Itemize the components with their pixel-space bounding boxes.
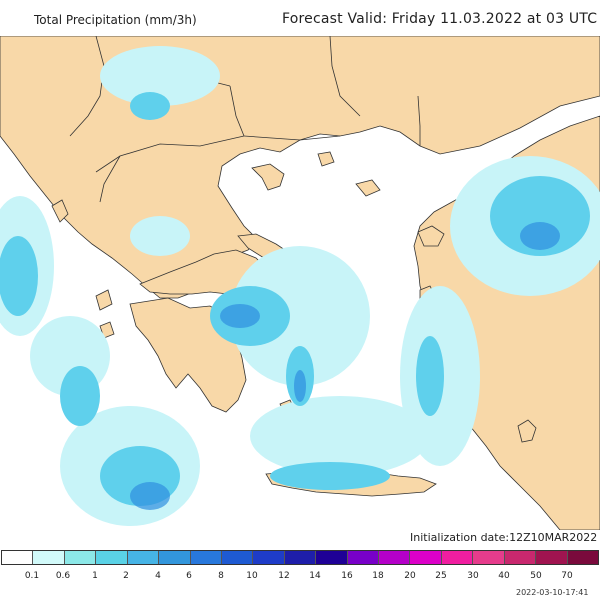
- border-line: [329, 36, 361, 117]
- precipitation-map: [0, 36, 600, 530]
- precip-area: [0, 236, 38, 316]
- legend-label: 50: [530, 571, 542, 581]
- legend-label: 8: [218, 571, 224, 581]
- legend-label: 20: [404, 571, 416, 581]
- legend-swatch: [316, 551, 348, 564]
- legend-swatch: [473, 551, 505, 564]
- legend-label: 16: [341, 571, 353, 581]
- rhodes: [517, 419, 537, 443]
- precip-area: [220, 304, 260, 328]
- legend-swatch: [127, 551, 160, 564]
- map-canvas: [0, 36, 600, 530]
- precip-area: [130, 92, 170, 120]
- precip-area: [270, 462, 390, 490]
- legend-swatch: [567, 551, 599, 564]
- legend-label: 2: [123, 571, 129, 581]
- precip-strong-layer: [130, 222, 560, 510]
- legend-labels: 0.1 0.6 1 2 4 6 8 10 12 14 16 18 20 25 3…: [0, 571, 600, 585]
- precip-area: [60, 366, 100, 426]
- legend-swatch: [96, 551, 128, 564]
- precip-area: [100, 46, 220, 106]
- legend-swatch: [504, 551, 537, 564]
- legend-swatch: [221, 551, 254, 564]
- legend-swatch: [253, 551, 285, 564]
- precip-mid-layer: [0, 92, 590, 506]
- border-line: [99, 155, 121, 203]
- lemnos: [355, 179, 381, 197]
- legend-label: 70: [561, 571, 573, 581]
- legend-label: 40: [498, 571, 510, 581]
- chalkidiki: [251, 163, 285, 191]
- thasos: [317, 151, 335, 167]
- initialization-date: Initialization date:12Z10MAR2022: [410, 531, 598, 544]
- precip-area: [130, 216, 190, 256]
- precip-area: [250, 396, 430, 476]
- border-line: [69, 36, 105, 137]
- forecast-valid-label: Forecast Valid: Friday 11.03.2022 at 03 …: [282, 11, 598, 27]
- legend-label: 30: [467, 571, 479, 581]
- legend-swatch: [536, 551, 568, 564]
- legend-swatch: [284, 551, 317, 564]
- legend-label: 25: [435, 571, 447, 581]
- legend-label: 10: [246, 571, 258, 581]
- border-line: [243, 135, 341, 141]
- precip-area: [130, 482, 170, 510]
- legend-swatch: [347, 551, 380, 564]
- legend-swatch: [2, 551, 34, 564]
- legend-label: 14: [309, 571, 321, 581]
- precip-area: [416, 336, 444, 416]
- legend-label: 0.6: [55, 571, 71, 581]
- legend-swatch: [190, 551, 222, 564]
- legend-swatch: [64, 551, 97, 564]
- legend-label: 18: [372, 571, 384, 581]
- legend-swatch: [33, 551, 65, 564]
- legend-swatch: [379, 551, 411, 564]
- legend-swatch: [441, 551, 474, 564]
- precip-area: [294, 370, 306, 402]
- kefalonia: [95, 289, 113, 311]
- precip-area: [520, 222, 560, 250]
- precip-area: [490, 176, 590, 256]
- legend-label: 12: [278, 571, 290, 581]
- legend-label: 6: [186, 571, 192, 581]
- precip-area: [230, 246, 370, 386]
- map-header: Total Precipitation (mm/3h) Forecast Val…: [0, 0, 600, 36]
- generation-timestamp: 2022-03-10-17:41: [516, 588, 589, 597]
- legend-label: 1: [92, 571, 98, 581]
- legend-swatch: [410, 551, 442, 564]
- border-line: [95, 135, 245, 173]
- border-line: [417, 95, 421, 146]
- legend-swatch: [159, 551, 191, 564]
- lesbos: [417, 225, 445, 247]
- map-title: Total Precipitation (mm/3h): [34, 13, 197, 27]
- legend-label: 0.1: [24, 571, 40, 581]
- border-line: [229, 85, 245, 137]
- legend-colorbar: [1, 550, 599, 565]
- corfu: [51, 199, 69, 223]
- legend-label: 4: [155, 571, 161, 581]
